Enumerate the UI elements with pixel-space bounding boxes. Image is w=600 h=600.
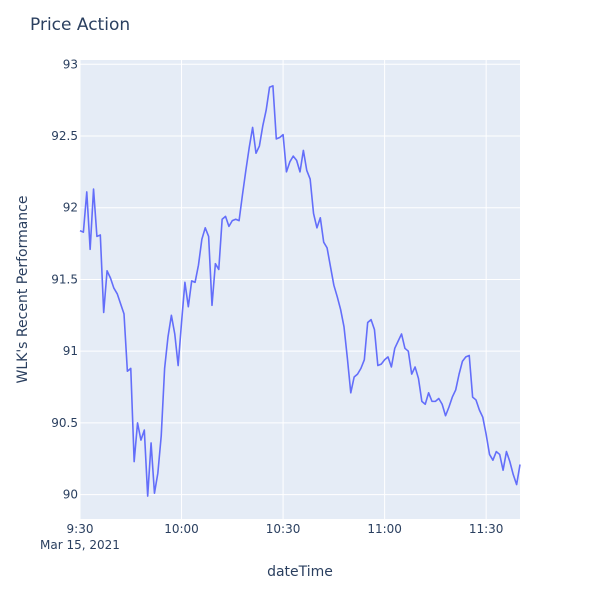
series-group <box>79 85 521 497</box>
y-tick-label: 91.5 <box>51 272 78 286</box>
y-tick-label: 93 <box>63 57 78 71</box>
y-tick-label: 92 <box>63 201 78 215</box>
series-line <box>79 85 521 497</box>
y-tick-label: 91 <box>63 344 78 358</box>
x-tick-label: 11:30 <box>469 522 504 536</box>
x-tick-label: 9:30 <box>67 522 94 536</box>
y-axis-ticks: 90 90.5 91 91.5 92 92.5 93 <box>51 57 78 501</box>
y-tick-label: 90 <box>63 488 78 502</box>
x-axis-title: dateTime <box>267 564 333 580</box>
x-tick-label: 10:00 <box>164 522 199 536</box>
x-axis-ticks: 9:30 10:00 10:30 11:00 11:30 <box>67 522 504 536</box>
gridlines <box>79 60 520 519</box>
x-tick-label: 10:30 <box>266 522 301 536</box>
y-tick-label: 90.5 <box>51 416 78 430</box>
x-axis-date-label: Mar 15, 2021 <box>40 538 120 552</box>
y-axis-title: WLK's Recent Performance <box>15 196 31 384</box>
y-tick-label: 92.5 <box>51 129 78 143</box>
x-tick-label: 11:00 <box>367 522 402 536</box>
chart-title: Price Action <box>30 15 130 35</box>
